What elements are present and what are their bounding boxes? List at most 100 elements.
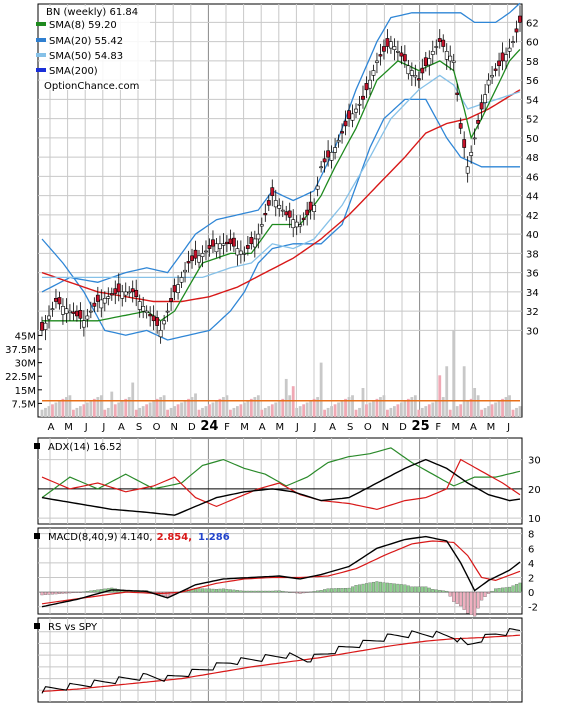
macd-histogram-bar: [246, 590, 250, 593]
volume-bar: [190, 397, 194, 417]
macd-histogram-bar: [354, 585, 358, 593]
candle-body: [434, 46, 439, 48]
macd-histogram-bar: [368, 582, 372, 593]
price-tick-label: 36: [526, 269, 539, 280]
volume-bar: [483, 407, 487, 417]
volume-bar: [162, 395, 166, 417]
candle-body: [462, 139, 467, 148]
volume-bar: [65, 397, 68, 417]
legend: BN (weekly) 61.84 SMA(8) 59.20 SMA(20) 5…: [36, 6, 150, 92]
rs-label: RS vs SPY: [34, 622, 98, 633]
macd-panel-frame: [37, 527, 523, 615]
macd-histogram-bar: [434, 589, 438, 593]
volume-bar: [410, 397, 414, 417]
x-tick-label: D: [399, 422, 407, 433]
volume-bar: [382, 395, 386, 417]
candle-body: [273, 200, 278, 208]
volume-bar: [501, 398, 504, 417]
volume-bar: [358, 407, 361, 417]
macd-histogram-bar: [466, 591, 470, 614]
volume-tick-label: 15M: [15, 386, 36, 397]
volume-bar: [490, 404, 494, 417]
candle-body: [50, 308, 55, 311]
macd-tick-label: 4: [528, 559, 534, 570]
candle-body: [176, 284, 180, 293]
candle-body: [336, 140, 341, 143]
x-tick-label: A: [259, 422, 266, 433]
macd-histogram-bar: [518, 582, 522, 593]
candle-body: [343, 120, 348, 127]
macd-label-text: MACD(8,40,9) 4.140, 2.854, 1.286: [48, 532, 230, 543]
macd-histogram-bar: [371, 581, 376, 593]
x-tick-label: N: [382, 422, 389, 433]
macd-histogram-bar: [218, 588, 222, 593]
adx-label-text: ADX(14) 16.52: [48, 442, 122, 453]
rs-average-line: [41, 634, 521, 693]
macd-histogram-bar: [274, 590, 278, 593]
candle-body: [242, 253, 247, 255]
volume-bar: [494, 402, 497, 417]
legend-sma50: SMA(50) 54.83: [49, 51, 123, 62]
x-tick-label: A: [118, 422, 125, 433]
candle-body: [148, 314, 153, 317]
candle-body: [451, 60, 456, 63]
volume-bar: [166, 409, 170, 417]
volume-bar: [211, 402, 215, 417]
volume-bar: [291, 386, 295, 417]
volume-bar: [312, 398, 316, 417]
macd-histogram-bar: [406, 585, 410, 593]
macd-histogram-bar: [410, 586, 414, 593]
candlesticks: [40, 5, 522, 344]
volume-bar: [504, 397, 508, 417]
adx-tick-label: 20: [528, 485, 541, 496]
macd-histogram-bar: [501, 587, 505, 593]
volume-bar: [169, 407, 173, 417]
volume-bar: [298, 406, 302, 417]
volume-bar: [413, 395, 417, 417]
x-tick-label: S: [347, 422, 353, 433]
volume-bar: [406, 398, 410, 417]
candle-body: [458, 123, 463, 129]
macd-histogram-bar: [82, 591, 86, 593]
x-tick-label: J: [506, 422, 510, 433]
candle-body: [333, 147, 337, 153]
plus-di-line: [41, 447, 521, 499]
macd-histogram-bar: [413, 586, 417, 593]
macd-histogram-bar: [480, 591, 484, 601]
macd-histogram-bar: [382, 582, 386, 593]
volume-bar: [515, 407, 518, 417]
x-tick-label: J: [295, 422, 299, 433]
volume-bar: [113, 404, 117, 417]
macd-histogram-bar: [207, 588, 212, 593]
volume-bar: [260, 409, 264, 417]
volume-bar: [222, 397, 225, 417]
candle-body: [354, 108, 358, 113]
volume-bar: [417, 409, 421, 417]
candle-body: [116, 283, 121, 293]
candle-body: [78, 310, 83, 319]
volume-bar: [386, 409, 389, 417]
macd-histogram-bar: [225, 589, 229, 593]
candle-body: [448, 55, 453, 62]
volume-bar: [127, 397, 131, 417]
volume-bar: [302, 404, 306, 417]
volume-bar: [354, 409, 358, 417]
macd-tick-label: 8: [528, 530, 534, 541]
candle-body: [71, 311, 76, 314]
volume-bar: [347, 397, 351, 417]
macd-histogram-bar: [378, 581, 382, 593]
macd-histogram-bar: [323, 589, 327, 593]
candle-body: [329, 152, 334, 161]
macd-histogram-bar: [399, 584, 403, 593]
macd-histogram-bar: [361, 583, 365, 593]
volume-bar: [274, 402, 278, 417]
candle-body: [497, 60, 501, 67]
volume-bar: [232, 407, 236, 417]
candle-body: [252, 238, 257, 248]
macd-histogram-bar: [298, 591, 302, 594]
macd-histogram-bar: [249, 590, 253, 593]
volume-bar: [134, 409, 138, 417]
macd-histogram-bar: [281, 590, 285, 593]
macd-histogram-bar: [396, 583, 400, 593]
macd-histogram-bar: [427, 587, 431, 593]
